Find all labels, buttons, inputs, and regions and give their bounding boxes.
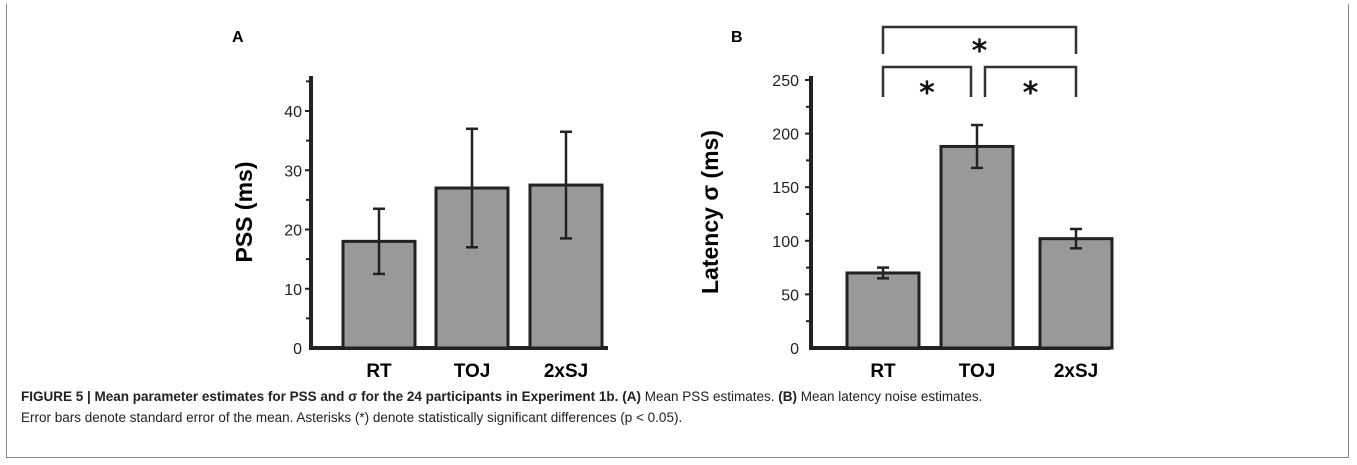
y-tick-label-a: 40: [284, 104, 302, 121]
significance-bracket: [983, 65, 1078, 97]
caption-b-text: Mean latency noise estimates.: [797, 389, 983, 404]
caption-line-1: FIGURE 5 | Mean parameter estimates for …: [21, 386, 1331, 407]
figure-frame: [6, 4, 1349, 458]
significance-star: *: [972, 34, 988, 69]
caption-line-2: Error bars denote standard error of the …: [21, 410, 683, 425]
bar-b-toj: [939, 144, 1015, 350]
y-tick-label-b: 0: [790, 341, 799, 358]
caption-label: FIGURE 5 | Mean parameter estimates for …: [21, 389, 619, 404]
category-label-b: TOJ: [959, 361, 996, 380]
figure-caption: FIGURE 5 | Mean parameter estimates for …: [21, 386, 1331, 428]
y-tick-label-a: 30: [284, 163, 302, 180]
panel-a: A PSS (ms) 0 10 20 30 40 RT TOJ 2xSJ: [231, 29, 608, 380]
significance-star: *: [919, 76, 935, 111]
significance-star: *: [1023, 76, 1039, 111]
panel-letter-a: A: [232, 29, 244, 46]
figure-charts: A PSS (ms) 0 10 20 30 40 RT TOJ 2xSJ B Latency σ (…: [231, 25, 1114, 380]
bar-b-2xsj: [1038, 237, 1114, 350]
y-tick-label-a: 10: [284, 282, 302, 299]
category-label-b: RT: [870, 361, 896, 380]
y-tick-label-b: 100: [772, 234, 799, 251]
panel-letter-b: B: [731, 29, 743, 46]
panel-b: B Latency σ (ms) 0 50 100 150 200 250 RT TOJ 2xSJ *…: [697, 25, 1114, 380]
y-tick-label-b: 250: [772, 73, 799, 90]
category-label-b: 2xSJ: [1054, 361, 1098, 380]
y-axis-title-a: PSS (ms): [231, 162, 257, 263]
bar-b-rt: [845, 271, 921, 350]
category-label-a: 2xSJ: [544, 361, 588, 380]
y-tick-label-a: 0: [293, 341, 302, 358]
category-label-a: RT: [366, 361, 392, 380]
y-axis-title-b: Latency σ (ms): [697, 130, 723, 294]
caption-a-text: Mean PSS estimates.: [640, 389, 779, 404]
caption-a-tag: (A): [622, 389, 641, 404]
y-tick-label-b: 150: [772, 180, 799, 197]
significance-bracket: [881, 65, 973, 97]
category-label-a: TOJ: [454, 361, 491, 380]
y-tick-label-b: 200: [772, 127, 799, 144]
caption-b-tag: (B): [778, 389, 798, 404]
significance-bracket: [881, 25, 1078, 54]
y-tick-label-a: 20: [284, 223, 302, 240]
y-tick-label-b: 50: [781, 287, 799, 304]
